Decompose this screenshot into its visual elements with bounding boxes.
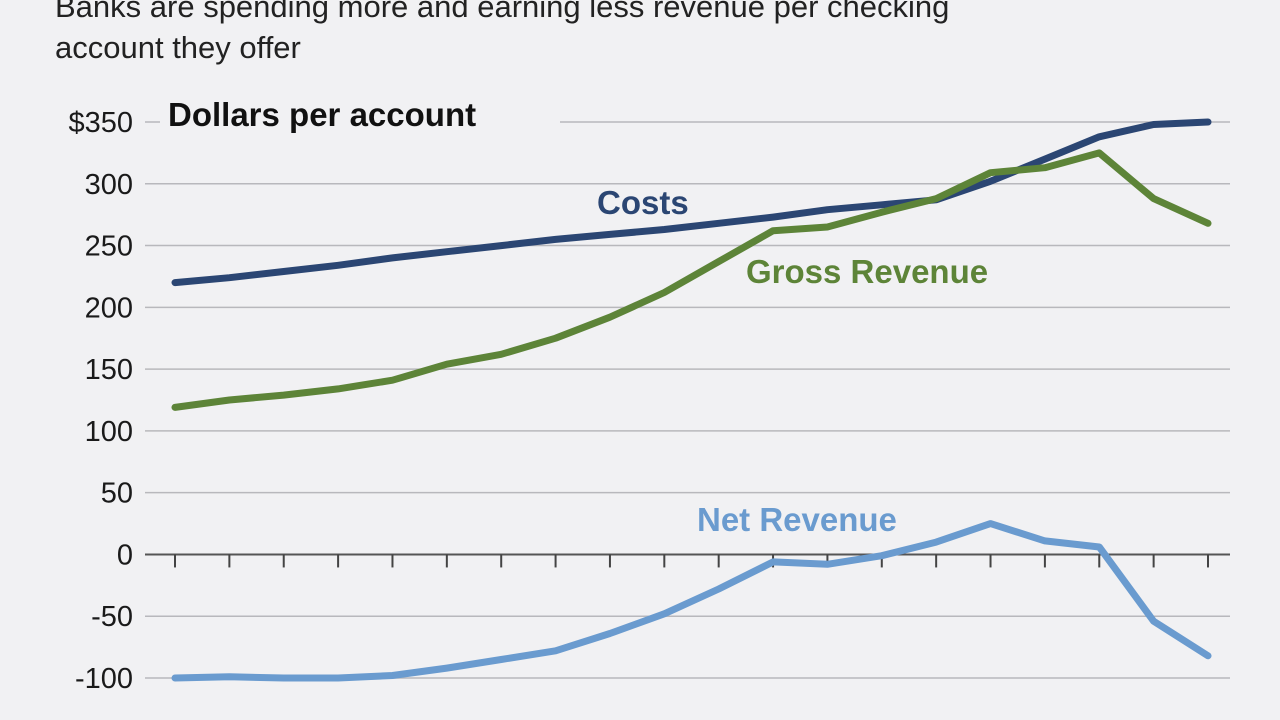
y-tick-label-0: $350 [68, 107, 133, 139]
series-label-gross-revenue: Gross Revenue [746, 253, 988, 290]
chart-subtitle: Banks are spending more and earning less… [55, 0, 950, 65]
series-labels: Costs Gross Revenue Net Revenue [597, 184, 988, 538]
y-tick-label-9: -100 [75, 663, 133, 695]
y-tick-label-8: -50 [91, 601, 133, 633]
y-tick-label-5: 100 [85, 416, 133, 448]
y-axis-title-backdrop [160, 92, 560, 140]
x-axis-ticks [174, 554, 1209, 568]
gridlines [145, 121, 1230, 679]
y-tick-label-4: 150 [85, 354, 133, 386]
series-line-costs [171, 118, 1212, 287]
y-axis-tick-labels: $350 300 250 200 150 100 50 0 -50 -100 [68, 107, 133, 695]
series-label-costs: Costs [597, 184, 689, 221]
y-axis-title: Dollars per account [168, 96, 476, 133]
series-line-gross-revenue [171, 149, 1212, 411]
series-line-net-revenue [171, 520, 1212, 682]
y-tick-label-7: 0 [117, 539, 133, 571]
y-tick-label-1: 300 [85, 169, 133, 201]
y-tick-label-3: 200 [85, 292, 133, 324]
y-tick-label-6: 50 [101, 478, 133, 510]
y-tick-label-2: 250 [85, 231, 133, 263]
series-lines [171, 118, 1212, 682]
series-label-net-revenue: Net Revenue [697, 501, 897, 538]
